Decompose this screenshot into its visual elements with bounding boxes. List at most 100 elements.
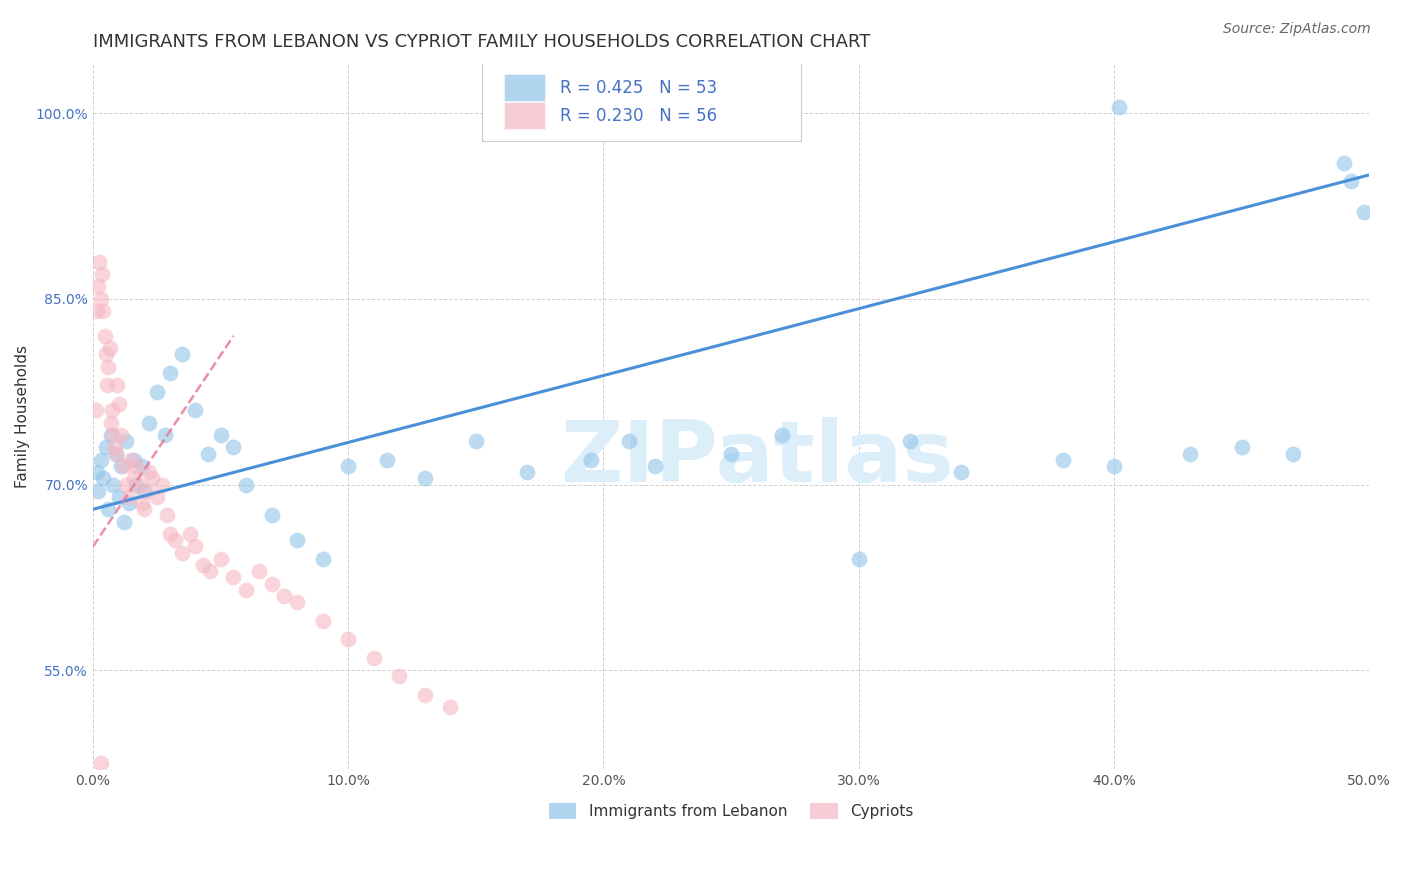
Point [273,589,295,603]
Point [644,458,666,473]
Point [91,267,114,281]
Point [184,403,207,417]
Point [191,558,214,572]
Point [104,441,127,455]
Point [159,527,181,541]
Point [260,576,283,591]
Point [138,465,160,479]
Point [337,632,360,647]
Point [86,304,108,318]
Point [105,446,128,460]
Point [150,477,173,491]
Point [125,477,148,491]
Point [110,458,132,473]
Point [94,441,117,455]
Point [898,434,921,449]
Point [1108,100,1130,114]
Point [312,551,335,566]
Point [1052,452,1074,467]
Point [770,428,793,442]
Point [115,434,138,449]
Point [94,347,117,361]
Point [363,651,385,665]
Point [1340,174,1362,188]
Point [388,669,411,683]
Point [100,416,122,430]
Text: ZIPatlas: ZIPatlas [560,417,953,500]
Point [1102,458,1125,473]
Point [118,490,141,504]
Point [720,446,742,460]
Point [375,452,398,467]
Point [617,434,640,449]
Point [285,533,308,548]
Point [235,477,257,491]
FancyBboxPatch shape [503,74,544,101]
Point [105,378,128,392]
Point [222,441,245,455]
Point [101,403,124,417]
Point [179,527,201,541]
Point [86,465,108,479]
Point [1333,155,1355,169]
Point [125,458,148,473]
Point [132,502,155,516]
Point [89,254,111,268]
Point [100,428,122,442]
Point [949,465,972,479]
Point [120,452,142,467]
Point [209,551,232,566]
Point [285,595,308,609]
Point [90,756,112,771]
Point [103,428,125,442]
Point [105,446,128,460]
Y-axis label: Family Households: Family Households [15,345,30,488]
Text: IMMIGRANTS FROM LEBANON VS CYPRIOT FAMILY HOUSEHOLDS CORRELATION CHART: IMMIGRANTS FROM LEBANON VS CYPRIOT FAMIL… [93,33,870,51]
Point [135,483,157,498]
Point [103,477,125,491]
Point [87,483,110,498]
FancyBboxPatch shape [503,103,544,129]
Point [131,458,153,473]
Point [1353,205,1375,219]
Point [132,483,155,498]
Point [118,496,141,510]
Point [413,471,436,485]
Point [337,458,360,473]
Point [579,452,602,467]
Point [222,570,245,584]
Point [122,471,145,485]
Point [156,508,179,523]
Point [98,341,121,355]
Point [91,304,114,318]
Text: R = 0.425   N = 53: R = 0.425 N = 53 [560,78,717,96]
Point [159,366,181,380]
Point [87,279,110,293]
Point [112,515,135,529]
Point [122,452,145,467]
Point [172,347,194,361]
Point [200,564,222,578]
Point [107,490,129,504]
Point [172,546,194,560]
Point [146,490,169,504]
Point [247,564,270,578]
Point [97,359,120,374]
Point [260,508,283,523]
Point [96,378,118,392]
Point [1230,441,1253,455]
Point [197,446,219,460]
Point [153,428,176,442]
Point [1180,446,1202,460]
Point [90,292,112,306]
Point [1281,446,1303,460]
Point [91,471,114,485]
FancyBboxPatch shape [482,60,801,141]
Point [84,403,107,417]
Text: R = 0.230   N = 56: R = 0.230 N = 56 [560,107,717,125]
Point [163,533,186,548]
Point [107,397,129,411]
Point [209,428,232,442]
Text: Source: ZipAtlas.com: Source: ZipAtlas.com [1223,22,1371,37]
Point [93,329,115,343]
